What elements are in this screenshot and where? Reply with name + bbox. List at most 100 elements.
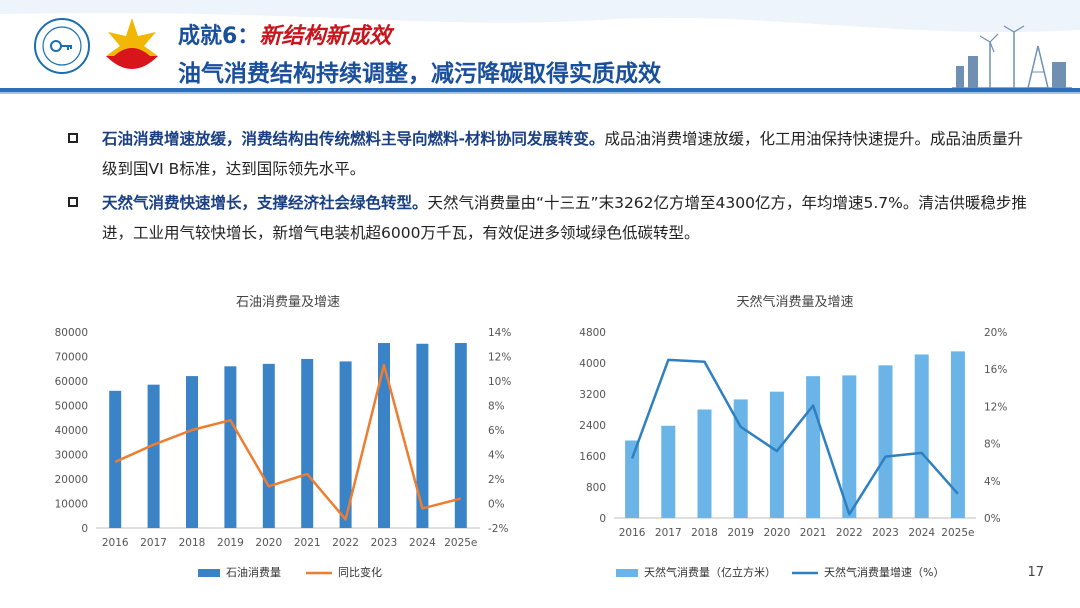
bar	[416, 343, 429, 528]
square-bullet-icon	[68, 197, 78, 207]
bar	[147, 384, 160, 528]
gas-chart: 天然气消费量及增速 4800 4000 3200 2400 1600 800 0 20% 16% 1…	[560, 286, 1040, 586]
oil-chart-svg: 石油消费量及增速 80000 70000 60000 50000 40000 30000 20…	[55, 295, 512, 579]
y-left-tick-label: 80000	[55, 327, 88, 339]
x-tick-label: 2019	[217, 537, 244, 549]
bar	[224, 366, 237, 528]
x-tick-label: 2016	[102, 537, 129, 549]
oil-industry-skyline-icon	[952, 25, 1072, 89]
y-left-tick-label: 4800	[579, 327, 606, 339]
bar	[842, 375, 857, 518]
y-right-tick-label: 0%	[984, 513, 1001, 525]
bullet-oil: 石油消费增速放缓，消费结构由传统燃料主导向燃料-材料协同发展转变。成品油消费增速…	[68, 124, 1028, 184]
x-tick-label: 2025e	[941, 527, 974, 539]
y-right-tick-label: 10%	[488, 376, 511, 388]
bar	[186, 376, 198, 528]
y-left-tick-label: 20000	[55, 474, 88, 486]
bar	[301, 358, 314, 528]
chart-title: 天然气消费量及增速	[736, 294, 853, 310]
legend-label: 天然气消费量（亿立方米）	[644, 565, 776, 579]
legend-label: 天然气消费量增速（%）	[824, 565, 944, 579]
y-right-tick-label: 2%	[488, 474, 505, 486]
bullet-text: 天然气消费量由“十三五”末3262亿方增至4300亿方，年均增速5.7%。清洁供…	[102, 194, 1027, 242]
cnpc-shell-logo	[106, 18, 158, 69]
bar	[661, 425, 676, 518]
series-line	[630, 358, 959, 516]
legend-label: 同比变化	[338, 565, 382, 579]
legend-swatch-bar	[616, 569, 638, 577]
y-right-tick-label: 16%	[984, 364, 1007, 376]
y-right-tick-label: 12%	[488, 352, 511, 364]
bar	[950, 351, 965, 518]
gas-chart-svg: 天然气消费量及增速 4800 4000 3200 2400 1600 800 0 20% 16% 1…	[579, 294, 1007, 579]
y-right-tick-label: 4%	[488, 450, 505, 462]
slide-subtitle: 油气消费结构持续调整，减污降碳取得实质成效	[178, 61, 661, 87]
legend-swatch-bar	[198, 569, 220, 577]
x-tick-label: 2017	[140, 537, 167, 549]
series-line	[114, 363, 462, 521]
title-emphasis: 新结构新成效	[259, 23, 392, 49]
x-tick-label: 2023	[872, 527, 899, 539]
x-tick-label: 2021	[800, 527, 827, 539]
x-tick-label: 2017	[655, 527, 682, 539]
y-right-tick-label: 8%	[984, 439, 1001, 451]
association-seal-logo	[34, 18, 90, 74]
x-tick-label: 2022	[332, 537, 359, 549]
bar	[262, 363, 275, 528]
x-tick-label: 2025e	[444, 537, 477, 549]
y-left-tick-label: 40000	[55, 425, 88, 437]
y-left-tick-label: 800	[586, 482, 606, 494]
y-right-tick-label: 14%	[488, 327, 511, 339]
y-right-tick-label: 8%	[488, 401, 505, 413]
bar	[697, 409, 712, 518]
y-right-tick-label: 4%	[984, 476, 1001, 488]
y-left-tick-label: 4000	[579, 358, 606, 370]
header-divider	[0, 88, 1080, 92]
bar	[378, 343, 390, 528]
bullet-gas: 天然气消费快速增长，支撑经济社会绿色转型。天然气消费量由“十三五”末3262亿方…	[68, 188, 1028, 248]
x-tick-label: 2024	[908, 527, 935, 539]
y-right-tick-label: -2%	[488, 523, 508, 535]
x-tick-label: 2023	[371, 537, 398, 549]
slide-header: 成就6：新结构新成效 油气消费结构持续调整，减污降碳取得实质成效	[0, 0, 1080, 96]
header-wave-decoration	[0, 0, 1080, 33]
x-tick-label: 2020	[255, 537, 282, 549]
y-left-tick-label: 1600	[579, 451, 606, 463]
bar	[769, 391, 784, 518]
y-left-tick-label: 2400	[579, 420, 606, 432]
y-left-tick-label: 0	[81, 523, 88, 535]
bar	[625, 440, 640, 518]
oil-chart: 石油消费量及增速 80000 70000 60000 50000 40000 30000 20…	[48, 286, 528, 586]
y-right-tick-label: 12%	[984, 401, 1007, 413]
square-bullet-icon	[68, 133, 78, 143]
y-left-tick-label: 70000	[55, 352, 88, 364]
bar	[914, 354, 929, 518]
bullet-text: 成品油消费增速放缓，化工用油保持快速提升。成品油质量升级到国VI B标准，达到国…	[102, 130, 1023, 178]
legend-label: 石油消费量	[226, 565, 281, 579]
y-right-tick-label: 6%	[488, 425, 505, 437]
y-right-tick-label: 0%	[488, 499, 505, 511]
y-left-tick-label: 60000	[55, 376, 88, 388]
bullet-lead: 天然气消费快速增长，支撑经济社会绿色转型。	[102, 194, 428, 212]
title-prefix: 成就6：	[178, 24, 260, 49]
bar	[878, 365, 893, 518]
x-tick-label: 2022	[836, 527, 863, 539]
page-number: 17	[1027, 565, 1044, 580]
bar	[109, 390, 122, 528]
x-tick-label: 2019	[727, 527, 754, 539]
x-tick-label: 2024	[409, 537, 436, 549]
x-tick-label: 2021	[294, 537, 321, 549]
chart-title: 石油消费量及增速	[236, 295, 340, 310]
y-left-tick-label: 50000	[55, 401, 88, 413]
x-tick-label: 2018	[691, 527, 718, 539]
y-left-tick-label: 10000	[55, 499, 88, 511]
bullet-list: 石油消费增速放缓，消费结构由传统燃料主导向燃料-材料协同发展转变。成品油消费增速…	[68, 124, 1028, 252]
y-left-tick-label: 0	[599, 513, 606, 525]
y-left-tick-label: 3200	[579, 389, 606, 401]
x-tick-label: 2018	[179, 537, 206, 549]
header-divider-light	[0, 92, 1080, 94]
bar	[339, 361, 352, 528]
bullet-lead: 石油消费增速放缓，消费结构由传统燃料主导向燃料-材料协同发展转变。	[102, 130, 605, 148]
slide-title: 成就6：新结构新成效	[178, 18, 391, 50]
y-right-tick-label: 20%	[984, 327, 1007, 339]
